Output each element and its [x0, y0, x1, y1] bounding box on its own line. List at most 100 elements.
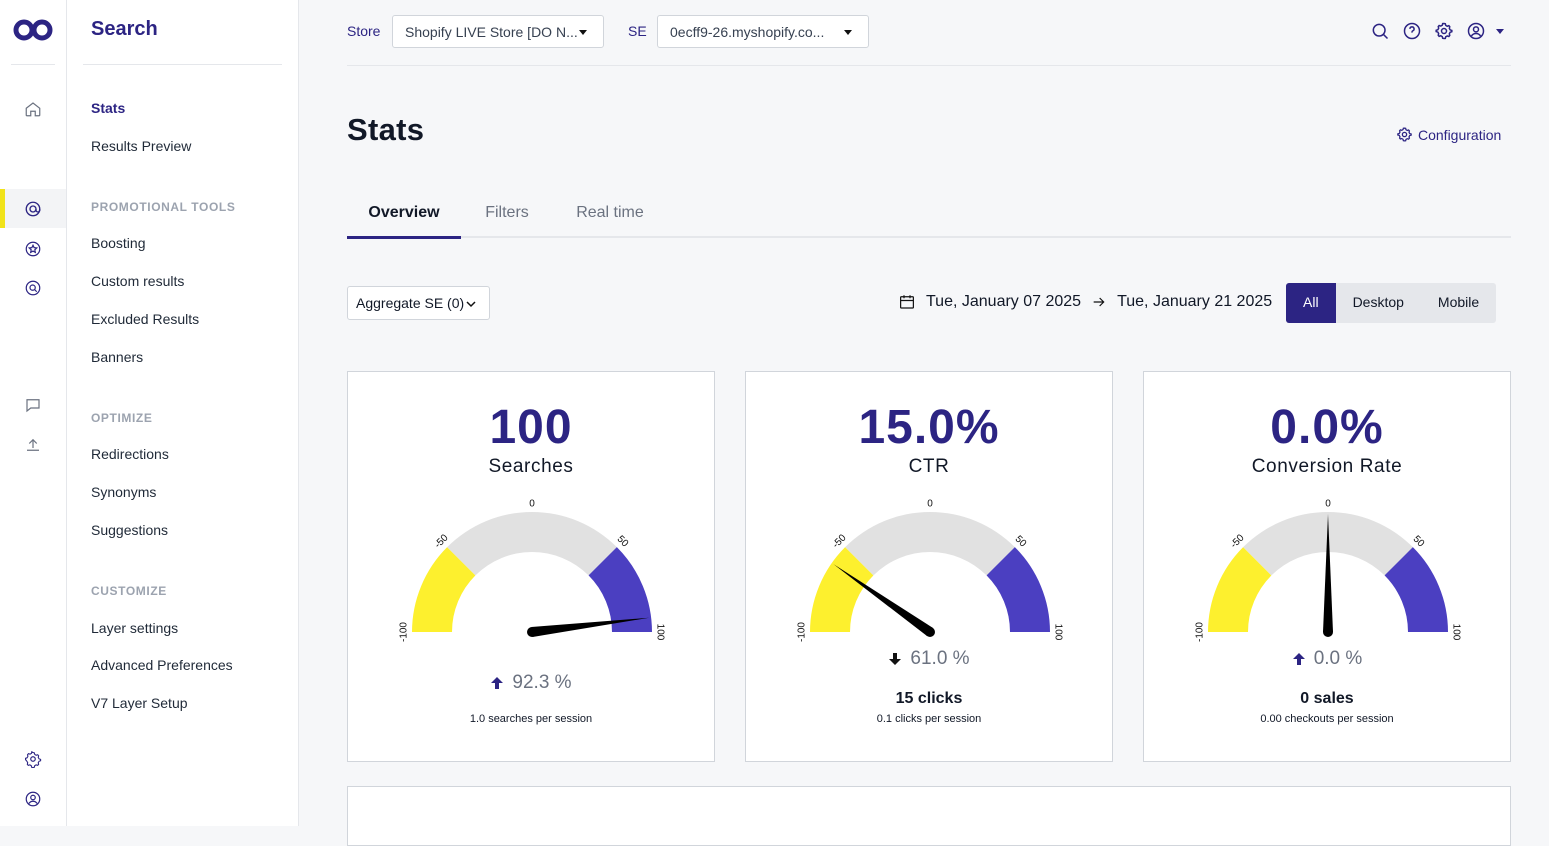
- store-select[interactable]: Shopify LIVE Store [DO N...: [392, 15, 604, 48]
- gauge-band-low: [1208, 547, 1272, 632]
- card-delta-value: 61.0 %: [910, 648, 970, 669]
- chevron-down-icon: [579, 30, 587, 35]
- device-toggle: All Desktop Mobile: [1286, 283, 1497, 323]
- secondary-panel: [347, 786, 1511, 846]
- nav-section-optimize: OPTIMIZE: [91, 411, 153, 425]
- nav-item-redirections[interactable]: Redirections: [91, 446, 169, 462]
- chevron-down-icon: [1496, 29, 1504, 34]
- gauge-needle-hub: [527, 627, 537, 637]
- gauge-needle: [531, 617, 650, 637]
- chevron-down-icon: [844, 30, 852, 35]
- card-label: CTR: [908, 456, 950, 477]
- tab-real-time[interactable]: Real time: [576, 204, 644, 221]
- nav-item-results-preview[interactable]: Results Preview: [91, 138, 192, 154]
- gauge-tick-label: -100: [399, 622, 410, 642]
- card-per-session: 1.0 searches per session: [469, 713, 593, 725]
- gauge-needle: [1323, 514, 1333, 632]
- nav-item-synonyms[interactable]: Synonyms: [91, 484, 157, 500]
- gauge-band-low: [412, 547, 476, 632]
- stats-tabs: Overview Filters Real time: [347, 190, 1511, 239]
- chevron-down-icon: [466, 301, 476, 308]
- nav-section-customize: CUSTOMIZE: [91, 584, 167, 598]
- card-label: Conversion Rate: [1251, 456, 1403, 477]
- gauge-tick-label: 100: [1450, 624, 1461, 641]
- se-label: SE: [628, 23, 647, 39]
- home-icon[interactable]: [22, 98, 44, 120]
- rail-active-indicator: [0, 189, 5, 228]
- nav-item-boosting[interactable]: Boosting: [91, 235, 146, 251]
- search-at-icon[interactable]: [22, 198, 44, 220]
- gauge-tick-label: 0: [1325, 499, 1331, 510]
- gauge-needle: [833, 564, 933, 637]
- gauge-band-mid: [845, 512, 1015, 576]
- card-count: 0 sales: [1300, 690, 1354, 707]
- ctr-card: 15.0% CTR -100 -50 0 50 100 61.0 % 15 clicks…: [745, 371, 1113, 762]
- card-label: Searches: [488, 456, 574, 477]
- nav-item-excluded-results[interactable]: Excluded Results: [91, 311, 200, 327]
- device-all-button[interactable]: All: [1286, 283, 1336, 323]
- device-desktop-button[interactable]: Desktop: [1352, 294, 1404, 310]
- gauge-needle-hub: [925, 627, 935, 637]
- card-value: 0.0%: [1270, 401, 1384, 454]
- gauge-band-low: [810, 547, 874, 632]
- nav-section-promotional-tools: PROMOTIONAL TOOLS: [91, 200, 236, 214]
- card-delta: 0.0 %: [1144, 648, 1510, 670]
- gauge-band-high: [1384, 547, 1448, 632]
- gauge-needle-hub: [1323, 627, 1333, 637]
- upload-icon[interactable]: [22, 434, 44, 456]
- gauge-band-high: [588, 547, 652, 632]
- card-delta-value: 92.3 %: [512, 672, 572, 693]
- search-icon[interactable]: [1370, 21, 1390, 41]
- gauge-band-mid: [447, 512, 617, 576]
- arrow-up-icon: [1292, 653, 1305, 665]
- settings-icon[interactable]: [1434, 21, 1454, 41]
- gauge-tick-label: 100: [654, 624, 665, 641]
- nav-item-banners[interactable]: Banners: [91, 349, 144, 365]
- nav-divider: [83, 64, 282, 65]
- section-nav: Search Stats Results Preview PROMOTIONAL…: [67, 0, 299, 826]
- rail-divider: [11, 64, 55, 65]
- gear-icon[interactable]: [22, 748, 44, 770]
- configuration-link[interactable]: Configuration: [1396, 126, 1501, 143]
- nav-item-suggestions[interactable]: Suggestions: [91, 522, 169, 538]
- tab-overview[interactable]: Overview: [347, 190, 461, 239]
- nav-item-v7-layer-setup[interactable]: V7 Layer Setup: [91, 695, 188, 711]
- date-from: Tue, January 07 2025: [926, 293, 1082, 310]
- arrow-down-icon: [889, 653, 902, 665]
- help-icon[interactable]: [1402, 21, 1422, 41]
- user-icon[interactable]: [22, 788, 44, 810]
- aggregate-se-label: Aggregate SE (0): [356, 295, 465, 311]
- account-menu[interactable]: [1466, 21, 1506, 41]
- store-label: Store: [347, 23, 381, 39]
- nav-item-layer-settings[interactable]: Layer settings: [91, 620, 179, 636]
- card-delta: 92.3 %: [348, 672, 714, 694]
- logo-icon[interactable]: [12, 16, 54, 44]
- configuration-label: Configuration: [1418, 126, 1502, 143]
- page-title: Stats: [347, 112, 425, 147]
- card-delta-value: 0.0 %: [1313, 648, 1363, 669]
- se-select[interactable]: 0ecff9-26.myshopify.co...: [657, 15, 869, 48]
- se-select-value: 0ecff9-26.myshopify.co...: [670, 24, 825, 40]
- card-value: 100: [489, 401, 573, 454]
- date-to: Tue, January 21 2025: [1117, 293, 1273, 310]
- nav-item-custom-results[interactable]: Custom results: [91, 273, 185, 289]
- device-mobile-button[interactable]: Mobile: [1437, 294, 1480, 310]
- topbar-divider: [347, 65, 1511, 66]
- nav-item-advanced-preferences[interactable]: Advanced Preferences: [91, 657, 233, 673]
- gauge-tick-label: 0: [927, 499, 933, 510]
- searches-card: 100 Searches -100 -50 0 50 100 92.3 % 1.0 se…: [347, 371, 715, 762]
- calendar-icon: [900, 295, 914, 309]
- aggregate-se-dropdown[interactable]: Aggregate SE (0): [347, 286, 490, 320]
- nav-title: Search: [91, 18, 158, 40]
- chat-icon[interactable]: [22, 394, 44, 416]
- date-range-picker[interactable]: Tue, January 07 2025 Tue, January 21 202…: [898, 293, 1272, 311]
- tab-filters[interactable]: Filters: [485, 204, 529, 221]
- search-chat-icon[interactable]: [22, 277, 44, 299]
- gauge-band-high: [986, 547, 1050, 632]
- star-badge-icon[interactable]: [22, 238, 44, 260]
- store-select-value: Shopify LIVE Store [DO N...: [405, 24, 578, 40]
- nav-item-stats[interactable]: Stats: [91, 100, 126, 116]
